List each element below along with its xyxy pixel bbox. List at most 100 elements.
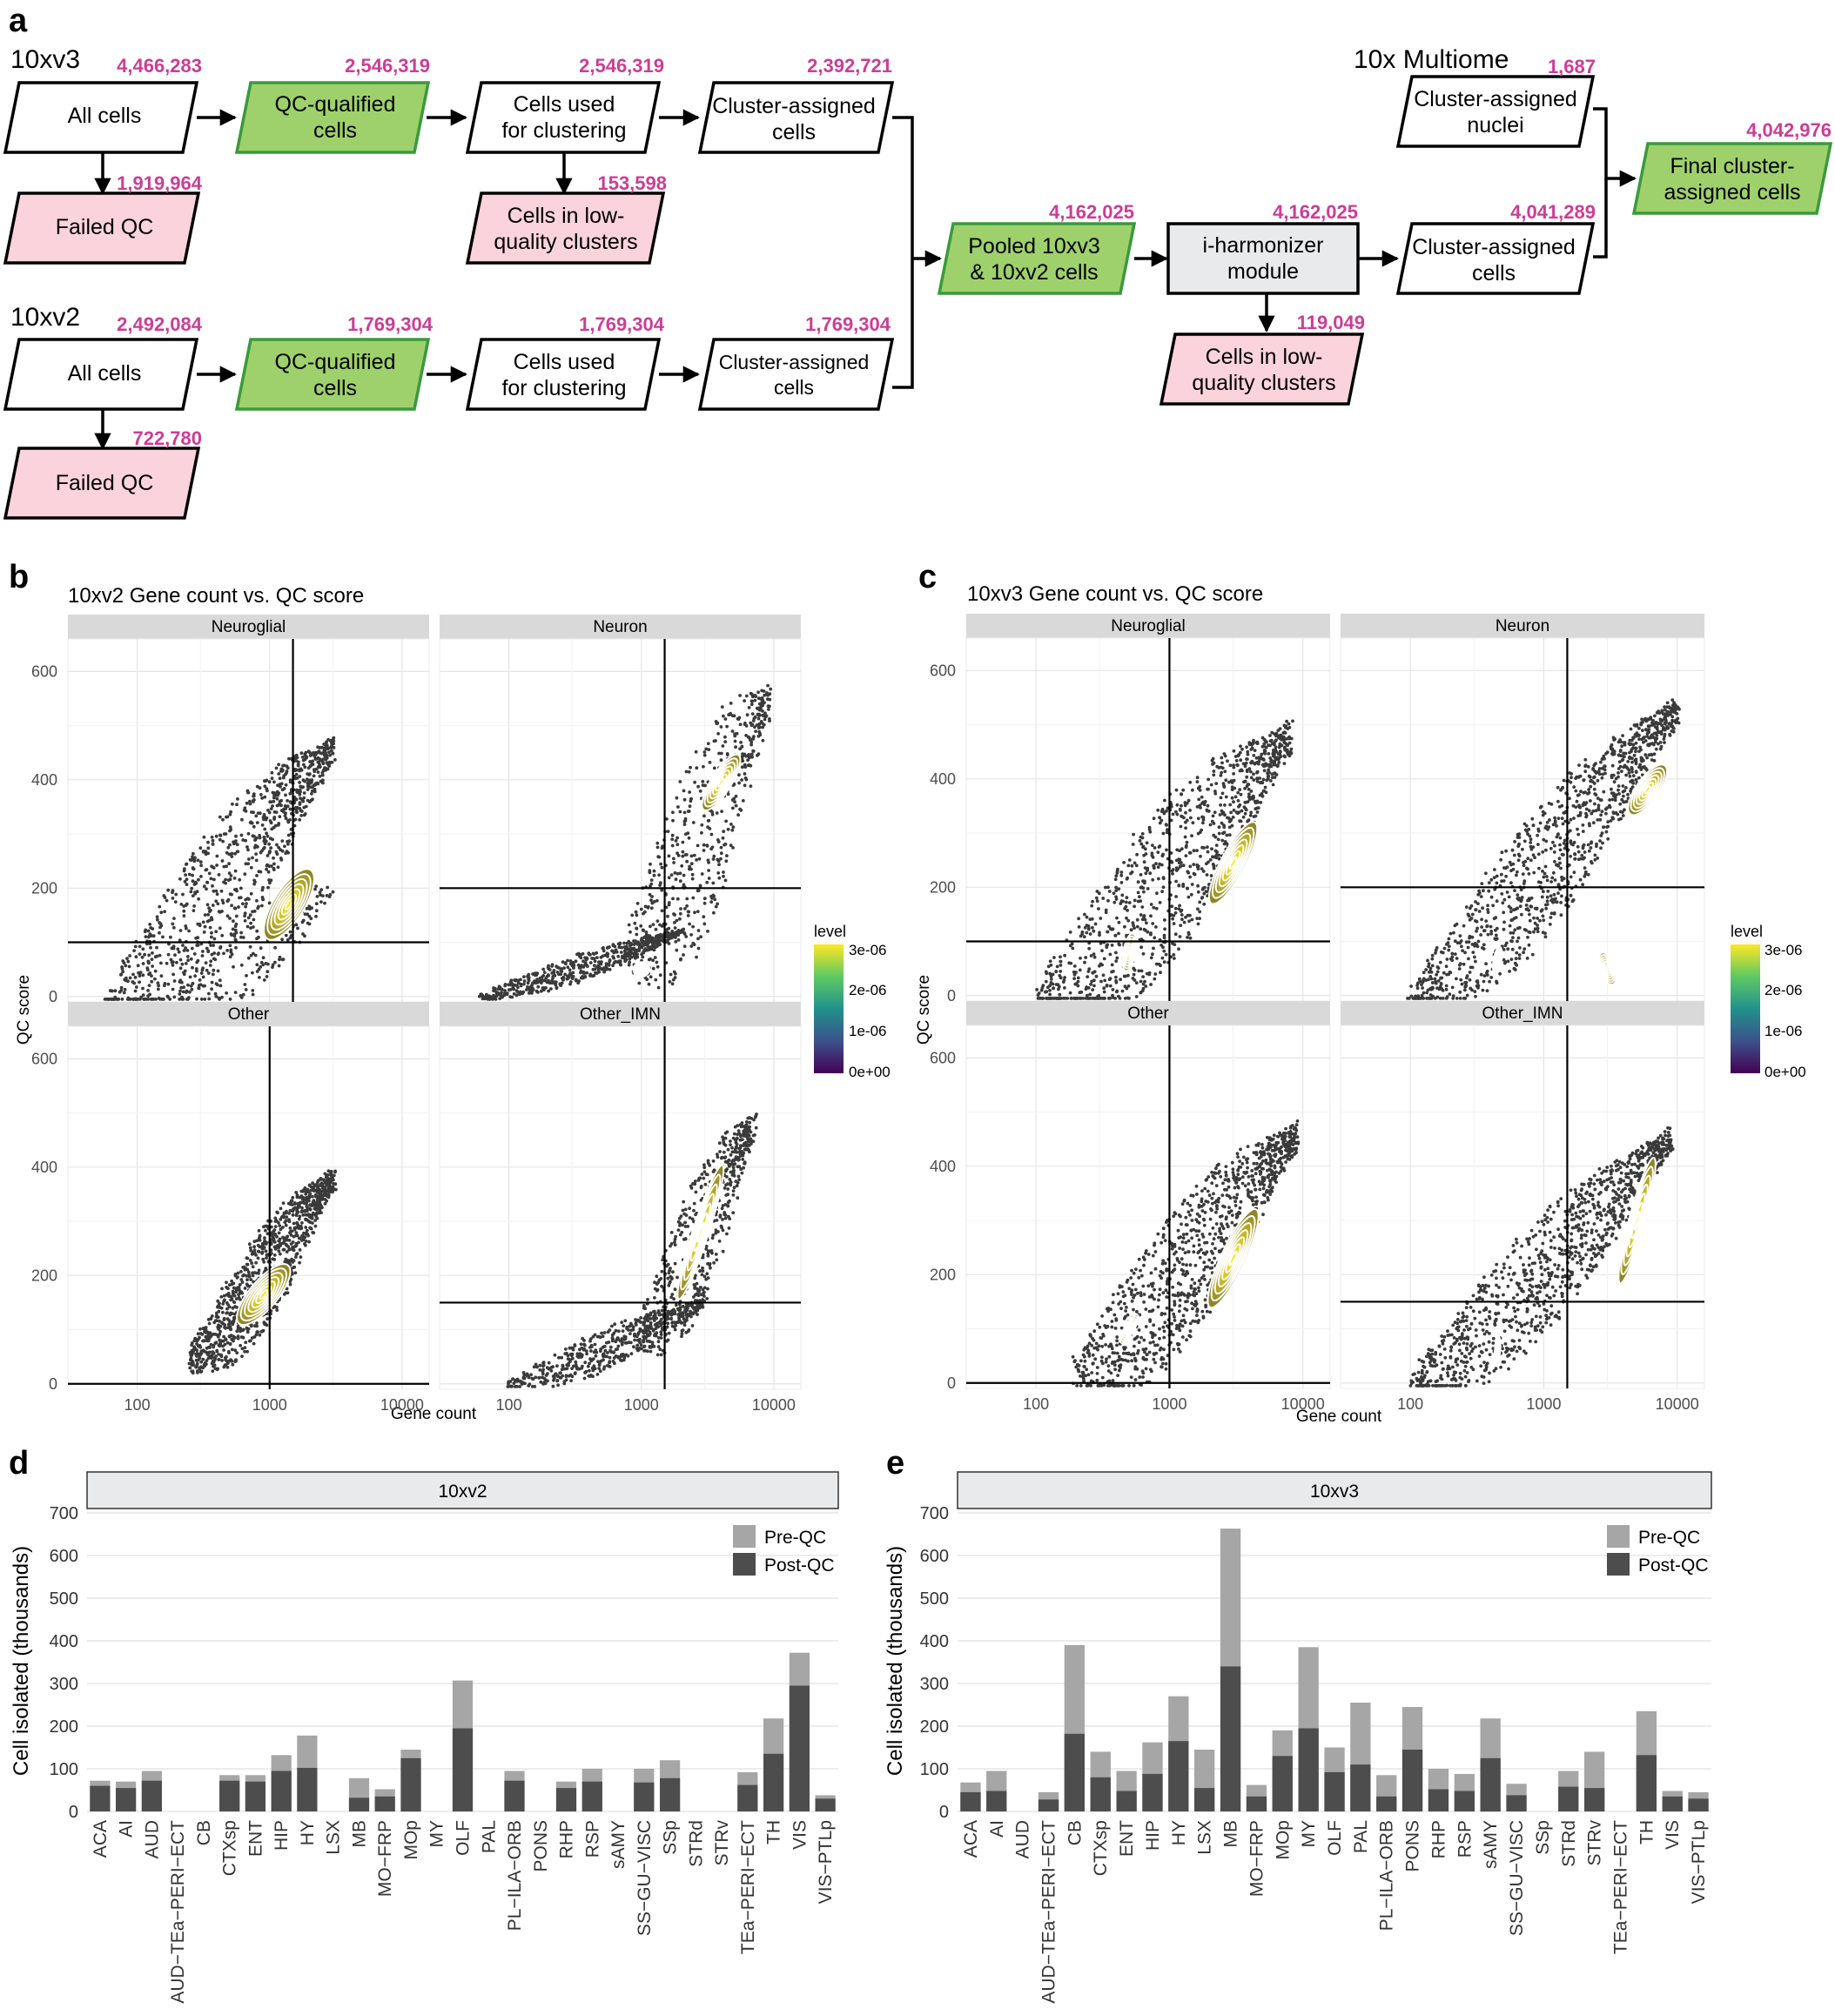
scatter-point: [272, 793, 276, 797]
scatter-point: [239, 963, 244, 967]
scatter-point: [716, 1155, 720, 1159]
scatter-point: [750, 722, 755, 727]
scatter-point: [301, 799, 306, 803]
scatter-point: [319, 1203, 323, 1206]
scatter-point: [200, 954, 205, 958]
scatter-point: [605, 967, 608, 971]
scatter-point: [279, 769, 283, 773]
scatter-point: [318, 1184, 322, 1187]
scatter-point: [701, 780, 705, 783]
scatter-point: [212, 937, 217, 941]
scatter-point: [652, 873, 656, 877]
scatter-point: [687, 836, 691, 840]
scatter-point: [205, 880, 209, 884]
scatter-point: [218, 834, 223, 837]
kde-level: [717, 777, 725, 788]
scatter-point: [723, 735, 727, 739]
scatter-point: [591, 1334, 595, 1339]
scatter-point: [702, 814, 706, 818]
scatter-point: [302, 1231, 306, 1235]
scatter-point: [635, 1347, 639, 1350]
scatter-point: [560, 1368, 564, 1372]
scatter-point: [268, 837, 272, 841]
scatter-point: [569, 973, 574, 978]
scatter-point: [182, 985, 186, 990]
scatter-point: [730, 1150, 735, 1154]
scatter-point: [1059, 955, 1062, 959]
scatter-point: [277, 823, 280, 827]
scatter-point: [739, 809, 743, 812]
scatter-point: [527, 991, 531, 995]
scatter-point: [525, 988, 528, 991]
scatter-point: [314, 1205, 318, 1209]
scatter-point: [155, 915, 159, 919]
scatter-point: [657, 873, 661, 877]
scatter-point: [587, 1374, 591, 1378]
node-v3-cluster-assigned: Cluster-assigned cells 2,392,721: [697, 55, 895, 154]
scatter-point: [722, 870, 725, 874]
scatter-point: [185, 877, 189, 882]
scatter-point: [648, 892, 652, 897]
scatter-point: [602, 1331, 607, 1334]
scatter-point: [128, 976, 132, 980]
scatter-point: [187, 996, 191, 1000]
scatter-point: [289, 828, 293, 831]
scatter-point: [299, 751, 304, 756]
scatter-point: [225, 1311, 229, 1315]
scatter-point: [1115, 916, 1119, 920]
scatter-point: [702, 764, 705, 769]
scatter-point: [211, 842, 215, 846]
scatter-point: [162, 894, 166, 897]
scatter-point: [206, 950, 211, 954]
scatter-point: [719, 1156, 723, 1160]
scatter-point: [743, 1161, 746, 1166]
scatter-point: [158, 925, 162, 930]
scatter-point: [601, 946, 605, 951]
scatter-point: [284, 793, 287, 797]
scatter-point: [628, 946, 633, 951]
scatter-point: [709, 847, 713, 851]
scatter-point: [1119, 881, 1124, 884]
scatter-point: [314, 884, 319, 888]
scatter-point: [1246, 749, 1250, 754]
scatter-point: [1213, 810, 1217, 815]
scatter-point: [305, 1218, 309, 1222]
scatter-point: [313, 757, 318, 761]
scatter-point: [246, 831, 251, 836]
scatter-point: [642, 1339, 645, 1342]
scatter-point: [642, 1349, 646, 1353]
scatter-point: [198, 978, 202, 982]
scatter-point: [298, 817, 302, 822]
scatter-point: [646, 1349, 649, 1354]
scatter-point: [138, 980, 142, 984]
scatter-point: [325, 1193, 329, 1197]
scatter-point: [725, 1130, 729, 1134]
scatter-point: [325, 894, 329, 897]
scatter-point: [746, 1116, 750, 1120]
scatter-point: [300, 920, 305, 924]
scatter-point: [122, 991, 126, 995]
scatter-point: [252, 951, 255, 956]
scatter-point: [633, 1332, 636, 1336]
scatter-point: [193, 856, 197, 860]
scatter-point: [215, 1349, 219, 1354]
scatter-point: [522, 982, 526, 986]
scatter-point: [191, 879, 195, 884]
scatter-point: [675, 1320, 679, 1324]
scatter-point: [218, 946, 222, 950]
scatter-point: [306, 788, 310, 791]
scatter-point: [1092, 984, 1096, 988]
scatter-point: [293, 768, 297, 771]
panel-letter-c: c: [918, 559, 937, 595]
scatter-point: [669, 1244, 672, 1248]
scatter-point: [648, 869, 652, 872]
scatter-point: [606, 954, 609, 958]
scatter-point: [642, 1344, 647, 1348]
scatter-point: [697, 1288, 702, 1293]
scatter-point: [255, 929, 259, 933]
scatter-point: [602, 970, 606, 974]
scatter-point: [666, 1321, 670, 1326]
scatter-point: [257, 1268, 261, 1273]
scatter-point: [498, 997, 502, 1000]
